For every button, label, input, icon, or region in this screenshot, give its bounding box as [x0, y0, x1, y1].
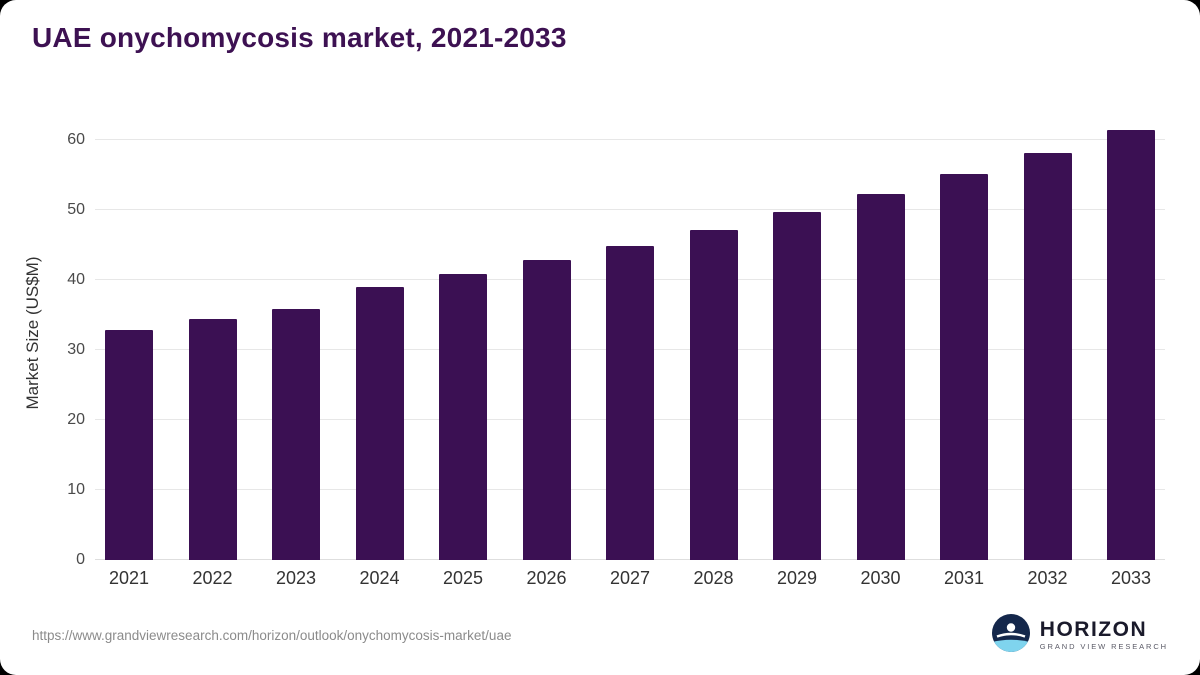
horizon-logo-icon: [991, 613, 1030, 657]
brand-tagline: GRAND VIEW RESEARCH: [1039, 642, 1168, 652]
x-tick-label: 2029: [776, 568, 818, 588]
bar-2032: [1023, 152, 1072, 560]
bar-2027: [606, 246, 654, 560]
bar-2022: [188, 319, 237, 560]
brand-name: HORIZON: [1039, 618, 1148, 642]
bar-2030: [856, 193, 905, 560]
y-axis-title: Market Size (US$M): [23, 255, 42, 410]
bar-chart: Market Size (US$M) 0 10 20 30 40 50 60 2021 202…: [23, 105, 1165, 588]
x-tick-label: 2023: [275, 568, 317, 588]
x-tick-label: 2030: [860, 568, 901, 588]
footer: https://www.grandviewresearch.com/horizo…: [32, 613, 1168, 657]
gridline-y50: [95, 209, 1165, 210]
x-tick-label: 2021: [108, 568, 150, 588]
y-tick-label: 30: [67, 341, 85, 358]
y-tick-label: 20: [67, 411, 85, 428]
bar-2029: [773, 212, 821, 560]
x-tick-label: 2033: [1110, 568, 1152, 588]
y-tick-label: 60: [67, 131, 85, 148]
bar-2023: [272, 309, 320, 560]
x-tick-label: 2025: [442, 568, 484, 588]
brand-logo: HORIZON GRAND VIEW RESEARCH: [991, 613, 1168, 657]
gridline-y60: [95, 139, 1165, 140]
x-tick-label: 2026: [526, 568, 567, 588]
x-tick-label: 2028: [693, 568, 734, 588]
source-url: https://www.grandviewresearch.com/horizo…: [32, 627, 512, 643]
bar-2025: [439, 274, 487, 560]
y-tick-label: 10: [67, 481, 85, 498]
bar-2028: [689, 229, 738, 560]
plot-area: 0 10 20 30 40 50 60: [67, 105, 1165, 568]
bar-2026: [522, 260, 571, 560]
x-tick-label: 2027: [609, 568, 651, 588]
bar-2031: [940, 173, 988, 560]
x-tick-label: 2031: [943, 568, 985, 588]
y-tick-label: 50: [67, 201, 85, 218]
bar-2021: [105, 329, 153, 560]
brand-text: HORIZON GRAND VIEW RESEARCH: [1039, 618, 1168, 652]
bars-layer: [95, 105, 1165, 560]
x-axis-labels: 2021 2022 2023 2024 2025 2026 2027 2028 2029 2030…: [95, 568, 1165, 589]
bar-2024: [355, 287, 404, 560]
x-tick-label: 2022: [192, 568, 233, 588]
y-tick-label: 0: [76, 551, 85, 568]
y-tick-label: 40: [67, 271, 85, 288]
x-tick-label: 2024: [359, 568, 400, 588]
chart-title: UAE onychomycosis market, 2021-2033: [32, 22, 567, 53]
x-tick-label: 2032: [1027, 568, 1068, 588]
bar-2033: [1107, 129, 1155, 560]
